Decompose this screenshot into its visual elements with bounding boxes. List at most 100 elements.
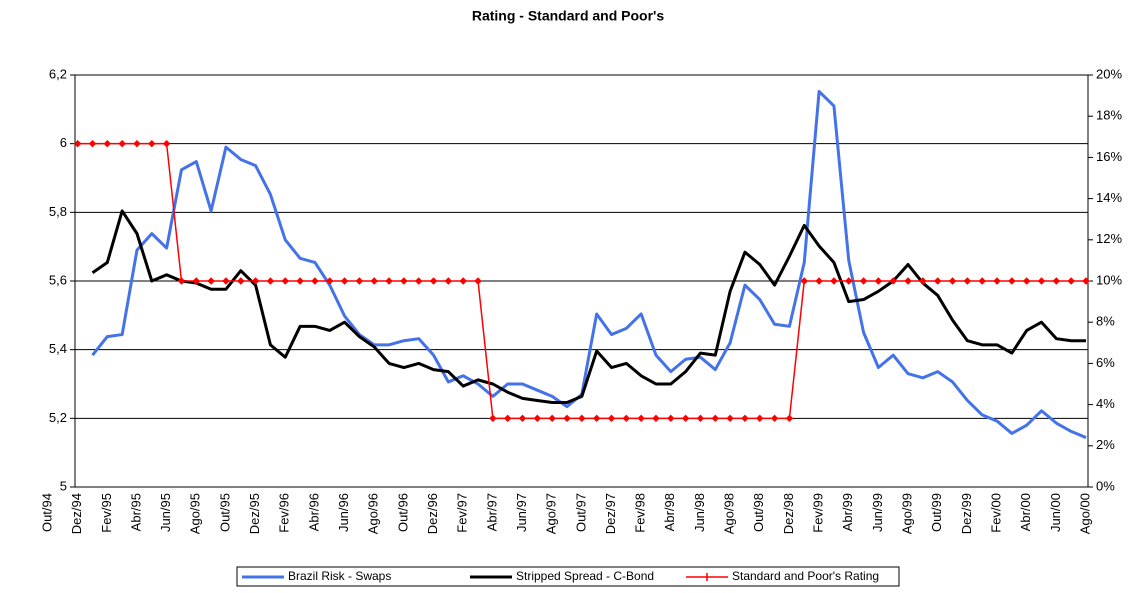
marker: [904, 277, 912, 285]
marker: [237, 277, 245, 285]
series-line: [91, 89, 1087, 439]
marker: [919, 277, 927, 285]
y2-tick-label: 2%: [1096, 437, 1115, 452]
marker: [355, 277, 364, 285]
y2-tick-label: 18%: [1096, 108, 1122, 123]
marker: [845, 277, 853, 285]
marker: [251, 277, 260, 285]
marker: [741, 414, 749, 423]
y-tick-label: 6: [60, 135, 67, 150]
y-tick-label: 5,4: [49, 341, 67, 356]
marker: [192, 277, 200, 285]
marker: [815, 277, 823, 285]
x-tick-label: Abr/99: [840, 493, 855, 531]
marker: [296, 277, 304, 285]
x-tick-label: Ago/96: [366, 493, 381, 534]
x-tick-label: Abr/96: [306, 493, 321, 531]
y2-tick-label: 14%: [1096, 190, 1122, 205]
x-tick-label: Jun/99: [870, 493, 885, 532]
x-tick-label: Out/94: [39, 493, 54, 532]
marker: [133, 139, 141, 148]
x-tick-label: Out/97: [573, 493, 588, 532]
x-tick-label: Jun/96: [336, 493, 351, 532]
marker: [326, 277, 334, 285]
marker: [1022, 277, 1031, 285]
marker: [118, 139, 126, 148]
marker: [474, 277, 482, 285]
x-tick-label: Fev/00: [988, 493, 1003, 533]
x-tick-label: Ago/98: [722, 493, 737, 534]
x-tick-label: Jun/98: [692, 493, 707, 532]
marker: [667, 414, 675, 423]
marker: [459, 277, 467, 285]
marker: [607, 414, 616, 423]
marker: [503, 414, 512, 423]
marker: [563, 414, 571, 423]
marker: [103, 139, 112, 148]
marker: [73, 139, 82, 148]
y-tick-label: 5,2: [49, 410, 67, 425]
marker: [370, 277, 378, 285]
y2-tick-label: 20%: [1096, 66, 1122, 81]
y-tick-label: 6,2: [49, 66, 67, 81]
y-tick-label: 5,8: [49, 204, 67, 219]
legend-label: Standard and Poor's Rating: [732, 569, 879, 583]
marker: [415, 277, 423, 285]
y-tick-label: 5: [60, 478, 67, 493]
y2-tick-label: 16%: [1096, 149, 1122, 164]
x-tick-label: Dez/99: [959, 493, 974, 534]
marker: [1052, 277, 1061, 285]
marker: [874, 277, 883, 285]
marker: [1008, 277, 1016, 285]
marker: [993, 277, 1001, 285]
marker: [162, 139, 171, 148]
x-tick-label: Abr/98: [662, 493, 677, 531]
x-tick-label: Ago/97: [544, 493, 559, 534]
x-tick-label: Abr/00: [1018, 493, 1033, 531]
marker: [592, 414, 601, 423]
series-line: [91, 209, 1086, 405]
x-tick-label: Ago/00: [1077, 493, 1092, 534]
marker: [637, 414, 645, 423]
marker: [1067, 277, 1075, 285]
x-tick-label: Jun/00: [1048, 493, 1063, 532]
x-tick-label: Dez/94: [69, 493, 84, 534]
y-tick-label: 5,6: [49, 272, 67, 287]
y2-tick-label: 4%: [1096, 396, 1115, 411]
x-tick-label: Ago/99: [899, 493, 914, 534]
x-tick-label: Fev/98: [633, 493, 648, 533]
x-tick-label: Fev/96: [277, 493, 292, 533]
marker: [963, 277, 972, 285]
marker: [88, 139, 97, 148]
marker: [681, 414, 690, 423]
marker: [800, 277, 808, 285]
x-tick-label: Out/98: [751, 493, 766, 532]
marker: [400, 277, 408, 285]
marker: [222, 277, 230, 285]
marker: [385, 277, 393, 285]
legend-label: Stripped Spread - C-Bond: [516, 569, 654, 583]
x-tick-label: Fev/97: [455, 493, 470, 533]
marker: [266, 277, 275, 285]
marker: [444, 277, 453, 285]
marker: [340, 277, 349, 285]
marker: [207, 277, 215, 285]
x-tick-label: Dez/97: [603, 493, 618, 534]
x-tick-label: Dez/98: [781, 493, 796, 534]
marker: [281, 277, 289, 285]
marker: [429, 277, 438, 285]
x-tick-label: Abr/97: [484, 493, 499, 531]
marker: [756, 414, 764, 423]
marker: [830, 277, 838, 285]
marker: [696, 414, 705, 423]
x-tick-label: Dez/95: [247, 493, 262, 534]
x-tick-label: Out/96: [395, 493, 410, 532]
chart-title: Rating - Standard and Poor's: [472, 8, 665, 24]
marker: [934, 277, 942, 285]
x-tick-label: Fev/95: [99, 493, 114, 533]
marker: [518, 414, 527, 423]
x-tick-label: Fev/99: [811, 493, 826, 533]
x-tick-label: Jun/97: [514, 493, 529, 532]
marker: [489, 414, 497, 423]
